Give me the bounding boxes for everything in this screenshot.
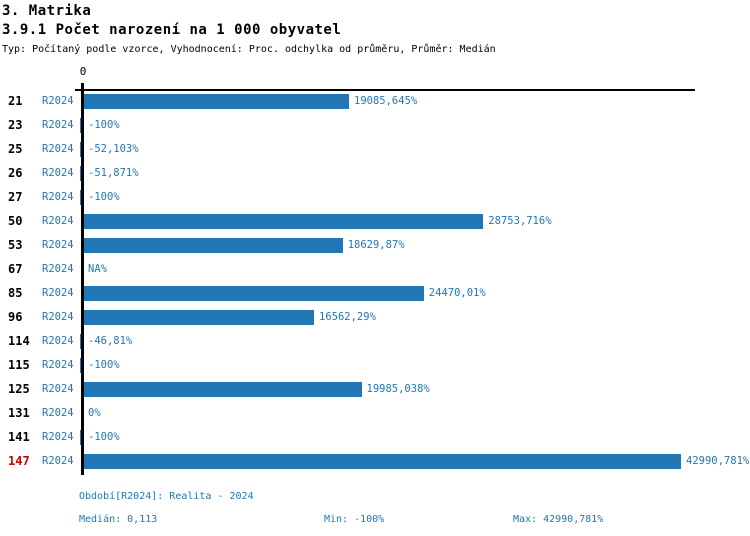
- bar: [84, 238, 343, 253]
- series-label: R2024: [42, 143, 74, 155]
- value-label: 18629,87%: [347, 239, 405, 251]
- series-label: R2024: [42, 359, 74, 371]
- series-label: R2024: [42, 431, 74, 443]
- value-label: -100%: [88, 191, 120, 203]
- bar: [84, 310, 314, 325]
- value-label: -51,871%: [88, 167, 139, 179]
- value-label: 0%: [88, 407, 101, 419]
- bar-negative: [79, 118, 81, 133]
- series-label: R2024: [42, 455, 74, 467]
- value-label: 19085,645%: [354, 95, 418, 107]
- chart-settings-note: Typ: Počítaný podle vzorce, Vyhodnocení:…: [2, 44, 496, 55]
- category-label: 114: [8, 334, 30, 348]
- category-label: 115: [8, 358, 30, 372]
- max-stat-label: Max: 42990,781%: [513, 514, 604, 525]
- category-label: 23: [8, 118, 23, 132]
- value-label: -100%: [88, 431, 120, 443]
- bar-negative: [79, 190, 81, 205]
- value-label: NA%: [88, 263, 107, 275]
- x-axis-line: [75, 89, 695, 91]
- bar: [84, 286, 424, 301]
- category-label: 96: [8, 310, 23, 324]
- series-label: R2024: [42, 311, 74, 323]
- bar: [84, 454, 681, 469]
- bar-negative: [79, 358, 81, 373]
- category-label: 85: [8, 286, 23, 300]
- value-label: 42990,781%: [686, 455, 750, 467]
- value-label: 24470,01%: [428, 287, 486, 299]
- value-label: 16562,29%: [319, 311, 376, 323]
- x-axis-zero-tick-label: 0: [79, 65, 87, 78]
- category-label: 67: [8, 262, 23, 276]
- series-label: R2024: [42, 119, 74, 131]
- value-label: -52,103%: [88, 143, 139, 155]
- series-label: R2024: [42, 407, 74, 419]
- series-label: R2024: [42, 239, 74, 251]
- category-label: 26: [8, 166, 23, 180]
- bar: [84, 382, 362, 397]
- bar-negative: [80, 142, 81, 157]
- series-label: R2024: [42, 191, 74, 203]
- series-label: R2024: [42, 215, 74, 227]
- value-label: -100%: [88, 359, 120, 371]
- series-label: R2024: [42, 263, 74, 275]
- category-label: 125: [8, 382, 30, 396]
- bar: [84, 214, 484, 229]
- series-label: R2024: [42, 287, 74, 299]
- category-label: 141: [8, 430, 30, 444]
- value-label: 19985,038%: [366, 383, 430, 395]
- bar-negative: [79, 430, 81, 445]
- series-label: R2024: [42, 95, 74, 107]
- value-label: -100%: [88, 119, 120, 131]
- category-label: 27: [8, 190, 23, 204]
- value-label: 28753,716%: [488, 215, 552, 227]
- period-label: Období[R2024]: Realita - 2024: [79, 491, 254, 502]
- bar: [84, 94, 349, 109]
- median-stat-label: Medián: 0,113: [79, 514, 158, 525]
- bar-negative: [80, 166, 81, 181]
- chart-title: 3.9.1 Počet narození na 1 000 obyvatel: [2, 22, 342, 38]
- value-label: -46,81%: [88, 335, 133, 347]
- series-label: R2024: [42, 335, 74, 347]
- category-label: 53: [8, 238, 23, 252]
- category-label: 147: [8, 454, 30, 468]
- category-label: 25: [8, 142, 23, 156]
- series-label: R2024: [42, 167, 74, 179]
- bar-negative: [80, 334, 81, 349]
- category-label: 131: [8, 406, 30, 420]
- category-label: 50: [8, 214, 23, 228]
- category-label: 21: [8, 94, 23, 108]
- y-axis-line: [81, 83, 84, 475]
- min-stat-label: Min: -100%: [324, 514, 385, 525]
- series-label: R2024: [42, 383, 74, 395]
- page-title: 3. Matrika: [2, 3, 92, 19]
